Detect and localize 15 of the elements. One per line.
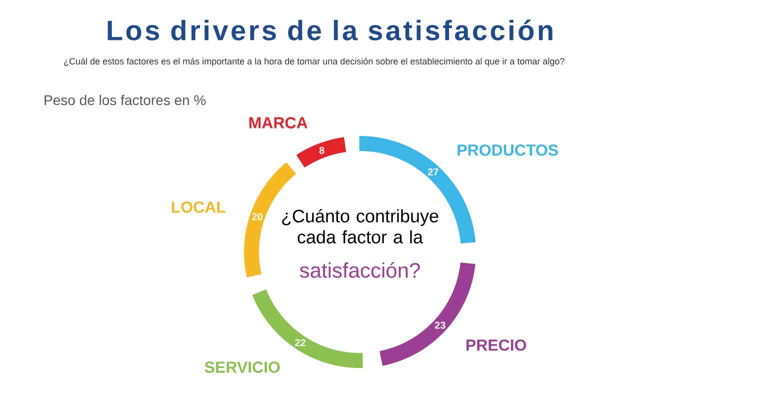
slice-label: PRODUCTOS	[458, 144, 558, 156]
data-label: 23	[434, 322, 446, 329]
text: ¿Cuánto contribuye cada factor a la	[282, 209, 438, 244]
data-label: 8	[319, 146, 324, 154]
slice-label: LOCAL	[172, 201, 226, 213]
data-label: 22	[295, 339, 306, 346]
data-label: 27	[428, 168, 438, 176]
slice-label: MARCA	[249, 117, 308, 128]
chart-title: Los drivers de la satisfacción	[108, 20, 552, 40]
text: satisfacción?	[300, 262, 420, 278]
data-label: 20	[252, 213, 263, 220]
slice-label: PRECIO	[466, 339, 526, 351]
chart-subtitle: ¿Cuál de estos factores es el más importante a la hora de tomar una decisión sobre el establecimiento al que ir a tomar algo?	[64, 58, 564, 66]
text: Peso de los factores en %	[44, 94, 206, 106]
slice-label: SERVICIO	[204, 362, 280, 373]
